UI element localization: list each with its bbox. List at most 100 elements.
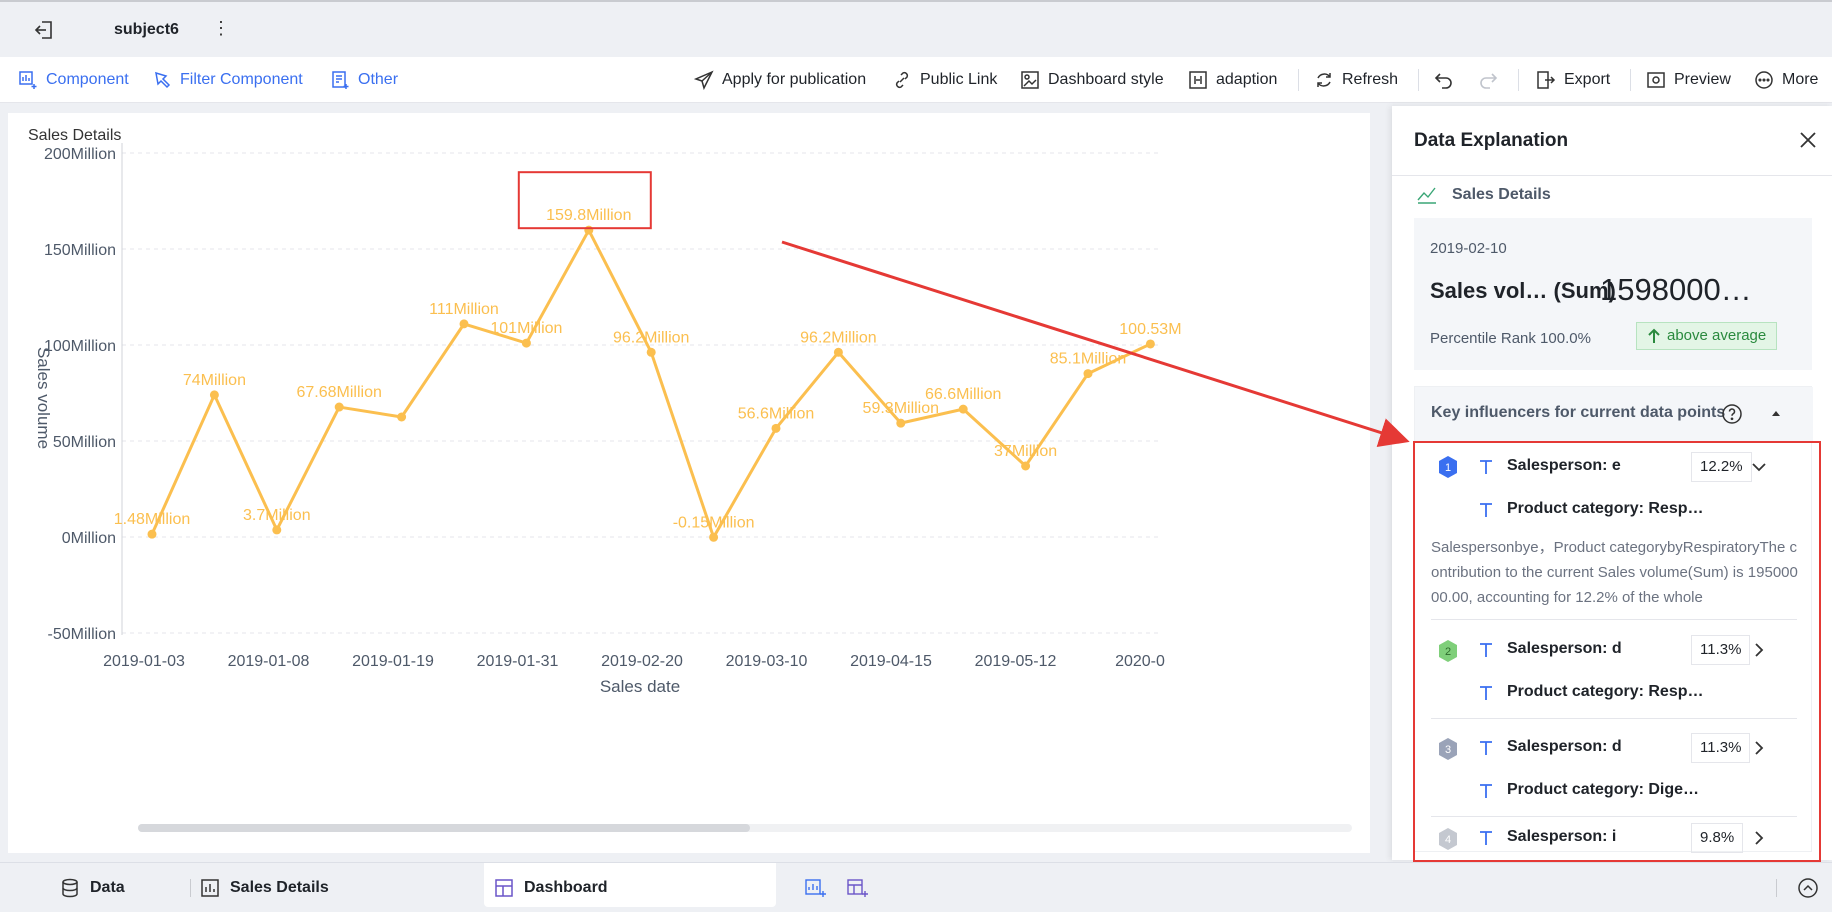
add-dashboard-icon[interactable] (846, 876, 870, 900)
data-point (646, 347, 656, 357)
top-bar: subject6 ⋮ (0, 0, 1832, 57)
x-tick-label: 2019-02-20 (601, 653, 683, 670)
chevron-right-icon[interactable] (1749, 828, 1769, 848)
text-field-icon (1480, 643, 1492, 657)
preview-icon (1647, 72, 1665, 88)
style-icon (1021, 71, 1039, 89)
x-tick-label: 2019-01-03 (103, 653, 185, 670)
chevron-right-icon[interactable] (1749, 640, 1769, 660)
data-point (334, 402, 344, 412)
section-label: Sales Details (1452, 186, 1551, 203)
influencer-item[interactable]: 1 Salesperson: e 12.2% Product category:… (1415, 441, 1813, 621)
influencer-percent: 12.2% (1691, 452, 1752, 482)
dashboard-style-button[interactable]: Dashboard style (1020, 57, 1164, 103)
data-point (272, 525, 282, 535)
redo-button[interactable] (1478, 57, 1498, 103)
refresh-button[interactable]: Refresh (1314, 57, 1398, 103)
tab-divider (1776, 879, 1777, 897)
public-link-button[interactable]: Public Link (892, 57, 997, 103)
adaption-button[interactable]: adaption (1188, 57, 1277, 103)
data-label: 96.2Million (800, 329, 876, 346)
data-point (1083, 369, 1093, 379)
filter-component-button[interactable]: Filter Component (152, 57, 303, 103)
tab-dashboard[interactable]: Dashboard (494, 863, 608, 912)
data-point (709, 532, 719, 542)
data-label: 100.53M (1119, 321, 1181, 338)
data-explanation-panel: Data Explanation Sales Details 2019-02-1… (1392, 106, 1832, 860)
y-tick-label: 0Million (62, 530, 116, 547)
preview-button[interactable]: Preview (1646, 57, 1731, 103)
data-point (397, 412, 407, 422)
tab-sales-details[interactable]: Sales Details (200, 863, 329, 912)
data-label: 56.6Million (738, 405, 814, 422)
data-label: 66.6Million (925, 386, 1001, 403)
apply-publication-label: Apply for publication (722, 71, 867, 88)
tab-dashboard-label: Dashboard (524, 879, 608, 896)
export-button[interactable]: Export (1536, 57, 1610, 103)
y-tick-label: 50Million (53, 434, 116, 451)
measure-name: Sales vol… (Sum) (1430, 278, 1616, 303)
influencer-subname: Product category: Resp… (1507, 683, 1704, 700)
link-icon (895, 71, 909, 89)
data-point (958, 404, 968, 414)
bar-chart-icon (201, 879, 219, 897)
chart-card[interactable]: Sales Details 200Million 150Million 100Mil… (8, 113, 1370, 853)
chevron-down-icon[interactable] (1749, 457, 1769, 477)
percentile-rank: Percentile Rank 100.0% (1430, 330, 1591, 347)
chevron-right-icon[interactable] (1749, 738, 1769, 758)
influencer-name: Salesperson: i (1507, 828, 1617, 845)
data-point (771, 423, 781, 433)
more-vertical-icon[interactable]: ⋮ (212, 18, 230, 38)
text-field-icon (1480, 831, 1492, 845)
close-icon[interactable] (1796, 128, 1820, 152)
measure-value: 1598000… (1600, 272, 1752, 307)
other-label: Other (358, 71, 399, 88)
undo-button[interactable] (1434, 57, 1454, 103)
influencer-item[interactable]: 3 Salesperson: d 11.3% Product category:… (1415, 719, 1813, 817)
expand-up-icon[interactable] (1796, 876, 1820, 900)
influencer-name: Salesperson: d (1507, 640, 1622, 657)
influencers-header[interactable]: Key influencers for current data points (1415, 387, 1813, 441)
data-point (1021, 461, 1031, 471)
svg-text:4: 4 (1445, 834, 1451, 846)
data-label: 59.3Million (863, 400, 939, 417)
redo-icon (1480, 73, 1498, 89)
data-label: 159.8Million (546, 207, 631, 224)
highlight-box (1413, 441, 1821, 862)
filter-component-label: Filter Component (180, 71, 303, 88)
caret-up-icon[interactable] (1769, 406, 1783, 420)
more-button[interactable]: More (1754, 57, 1818, 103)
tab-data[interactable]: Data (60, 863, 125, 912)
summary-card: 2019-02-10 Sales vol… (Sum) 1598000… Per… (1414, 218, 1812, 370)
add-component-icon[interactable] (804, 876, 828, 900)
influencer-subname: Product category: Resp… (1507, 500, 1704, 517)
influencer-item[interactable]: 2 Salesperson: d 11.3% Product category:… (1415, 621, 1813, 719)
line-chart[interactable]: 200Million 150Million 100Million 50Million 0… (8, 113, 1370, 853)
data-label: 96.2Million (613, 329, 689, 346)
text-field-icon (1480, 741, 1492, 755)
apply-publication-button[interactable]: Apply for publication (694, 57, 866, 103)
y-tick-label: 150Million (44, 242, 116, 259)
help-icon[interactable] (1721, 403, 1743, 425)
toolbar: Component Filter Component Other Apply f… (0, 57, 1832, 103)
influencer-item[interactable]: 4 Salesperson: i 9.8% (1415, 817, 1813, 853)
toolbar-divider (1630, 69, 1631, 91)
scrollbar-thumb[interactable] (138, 824, 750, 832)
y-tick-label: -50Million (48, 626, 116, 643)
text-field-icon (1480, 784, 1492, 798)
text-field-icon (1480, 686, 1492, 700)
other-button[interactable]: Other (330, 57, 398, 103)
y-axis-title: Sales volume (34, 347, 53, 449)
subject-title[interactable]: subject6 (114, 21, 179, 38)
data-point (521, 338, 531, 348)
tab-divider (190, 879, 191, 897)
chart-scrollbar[interactable] (138, 824, 1352, 832)
x-tick-label: 2019-01-31 (477, 653, 559, 670)
exit-icon[interactable] (32, 18, 56, 42)
send-icon (694, 70, 714, 90)
svg-text:2: 2 (1445, 646, 1451, 658)
component-button[interactable]: Component (18, 57, 129, 103)
y-tick-label: 100Million (44, 338, 116, 355)
data-label: 37Million (994, 443, 1057, 460)
